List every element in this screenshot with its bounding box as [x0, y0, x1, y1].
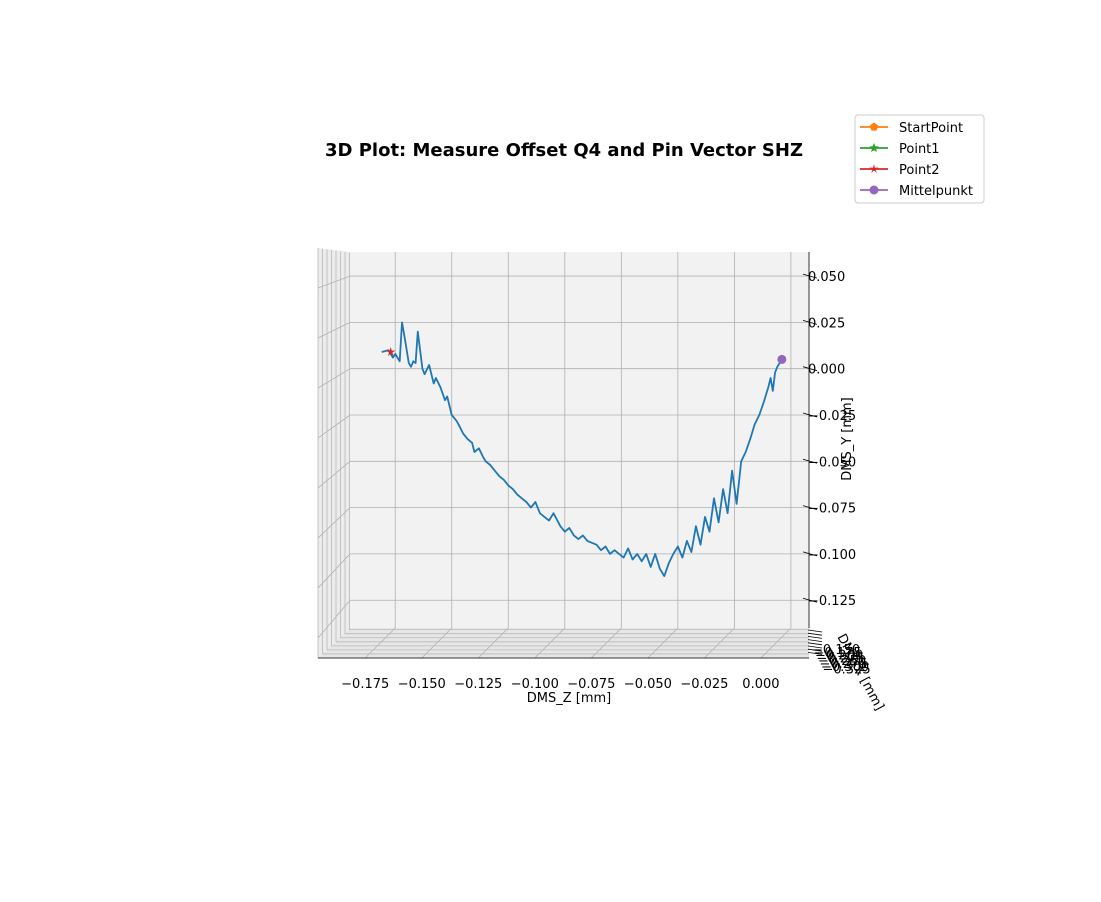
x-tick-label-6: −0.025	[680, 677, 728, 692]
depth-tick-mark-5	[807, 645, 823, 649]
floor-pane	[318, 628, 809, 658]
x-floor-grid-line-6	[704, 627, 735, 659]
depth-tick-mark-3	[807, 639, 823, 642]
legend-marker-circle	[869, 185, 879, 195]
legend-label: Point1	[899, 142, 940, 157]
series-layer	[381, 321, 783, 577]
depth-lines	[317, 248, 809, 659]
depth-tick-label-2: −0.200	[815, 649, 863, 664]
depth-tick-mark-1	[807, 632, 823, 636]
x-tick-label-7: 0.000	[742, 677, 779, 692]
y-tick-mark-6	[802, 551, 818, 557]
depth-tick-label-1: −0.175	[814, 646, 862, 661]
x-floor-grid-line-5	[647, 627, 679, 659]
x-floor-grid-line-1	[421, 627, 453, 659]
y-tick-mark-3	[802, 412, 818, 418]
depth-tick-mark-2	[807, 636, 823, 639]
legend-item-point2: Point2	[860, 163, 940, 178]
x-tick-label-2: −0.125	[454, 677, 502, 692]
y-tick-label-0: 0.050	[808, 270, 845, 285]
y-tick-label-6: −0.100	[808, 548, 856, 563]
depth-tick-label-7: −0.325	[823, 663, 871, 678]
depth-tick-label-6: −0.300	[821, 660, 869, 675]
y-tick-mark-4	[802, 458, 818, 464]
legend-item-startpoint: StartPoint	[860, 121, 963, 136]
y-tick-mark-0	[802, 273, 818, 279]
legend: StartPoint Point1 Point2 Mittelpunkt	[854, 114, 985, 204]
y-tick-label-3: −0.025	[808, 409, 856, 424]
legend-label: Mittelpunkt	[899, 184, 973, 199]
depth-tick-label-5: −0.275	[820, 657, 868, 672]
y-tick-mark-7	[802, 597, 818, 603]
x-floor-grid-line-7	[760, 627, 792, 659]
y-tick-mark-5	[802, 505, 818, 510]
side-pane	[318, 248, 350, 658]
depth-tick-mark-0	[807, 629, 823, 633]
depth-tick-labels: −0.150−0.175−0.200−0.225−0.250−0.275−0.3…	[807, 629, 871, 678]
legend-item-point1: Point1	[860, 142, 940, 157]
marker-mittelpunkt	[777, 354, 787, 364]
y-axis-label: DMS_Y [mm]	[840, 397, 855, 481]
y-tick-label-2: 0.000	[808, 363, 845, 378]
y-tick-mark-1	[802, 319, 818, 325]
legend-marker-pentagon	[869, 122, 879, 131]
legend-marker-star	[869, 164, 879, 173]
depth-tick-mark-6	[807, 648, 823, 652]
x-axis-label: DMS_Z [mm]	[527, 691, 612, 706]
legend-items: StartPoint Point1 Point2 Mittelpunkt	[860, 121, 973, 199]
x-tick-label-5: −0.050	[624, 677, 672, 692]
y-tick-label-1: 0.025	[808, 316, 845, 331]
x-tick-labels: −0.175 −0.150 −0.125 −0.100 −0.075 −0.050 −0.0…	[341, 677, 779, 692]
back-pane	[350, 252, 809, 628]
x-tick-label-0: −0.175	[341, 677, 389, 692]
legend-item-mittelpunkt: Mittelpunkt	[860, 184, 973, 199]
legend-box	[854, 114, 985, 204]
depth-tick-label-3: −0.225	[817, 651, 865, 666]
y-tick-label-7: −0.125	[808, 594, 856, 609]
x-tick-label-3: −0.100	[511, 677, 559, 692]
y-tick-label-5: −0.075	[808, 502, 856, 517]
y-tick-mark-2	[802, 366, 818, 372]
legend-label: StartPoint	[899, 121, 963, 136]
marker-layer	[385, 347, 787, 364]
depth-tick-mark-4	[807, 642, 823, 646]
depth-tick-label-0: −0.150	[812, 643, 860, 658]
x-floor-grid-line-0	[364, 627, 396, 659]
x-tick-label-1: −0.150	[398, 677, 446, 692]
depth-tick-label-4: −0.250	[818, 654, 866, 669]
x-tick-label-4: −0.075	[567, 677, 615, 692]
x-floor-grid-line-4	[591, 627, 622, 659]
x-floor-grid-line-2	[477, 627, 509, 659]
legend-marker-star	[869, 143, 879, 152]
y-tick-label-4: −0.050	[808, 455, 856, 470]
marker-point2	[385, 347, 396, 357]
legend-label: Point2	[899, 163, 940, 178]
chart-title: 3D Plot: Measure Offset Q4 and Pin Vecto…	[325, 140, 803, 161]
series-line-0	[381, 321, 783, 577]
y-tick-labels: 0.050 0.025 0.000 −0.025 −0.050 −0.075 −0.100 −…	[802, 270, 856, 609]
depth-tick-mark-7	[807, 652, 823, 655]
x-floor-grid-line-3	[534, 627, 566, 659]
